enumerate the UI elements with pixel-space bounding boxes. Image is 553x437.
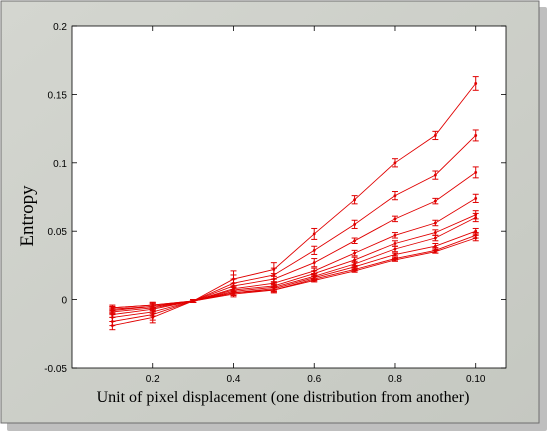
- data-point: [151, 303, 155, 307]
- x-axis-title: Unit of pixel displacement (one distribu…: [97, 389, 470, 406]
- data-point: [312, 279, 316, 282]
- data-point: [474, 229, 478, 233]
- plot-area: [71, 25, 507, 369]
- y-tick-label: -0.05: [44, 364, 67, 375]
- y-tick-label: 0.15: [48, 90, 68, 101]
- data-point: [191, 299, 195, 303]
- data-point: [433, 236, 437, 240]
- series-line: [112, 198, 476, 316]
- y-tick-label: 0.2: [53, 22, 67, 33]
- data-point: [312, 232, 316, 236]
- data-point: [474, 170, 478, 174]
- series-line: [112, 135, 477, 322]
- series-line: [112, 83, 477, 327]
- data-point: [353, 265, 357, 269]
- data-point: [353, 251, 357, 255]
- data-point: [433, 221, 437, 225]
- x-tick-label: 0.2: [146, 374, 160, 385]
- data-point: [474, 82, 478, 85]
- data-point: [232, 292, 235, 296]
- data-point: [474, 196, 478, 200]
- data-point: [353, 222, 357, 226]
- data-point: [353, 269, 357, 273]
- data-point: [393, 233, 397, 237]
- data-point: [433, 173, 437, 177]
- x-tick-label: 0.10: [466, 374, 486, 385]
- series-line: [112, 230, 476, 310]
- series-line: [112, 172, 476, 318]
- data-point: [474, 236, 478, 240]
- data-point: [353, 262, 357, 266]
- data-point: [433, 231, 437, 234]
- data-point: [353, 258, 357, 262]
- x-tick-label: 0.6: [307, 374, 321, 385]
- data-point: [272, 288, 276, 292]
- data-point: [393, 242, 397, 245]
- data-point: [393, 194, 397, 198]
- data-point: [110, 306, 114, 310]
- data-point: [393, 217, 397, 221]
- series-layer: [109, 76, 479, 331]
- y-tick-label: 0: [61, 296, 67, 307]
- data-point: [312, 261, 316, 265]
- series-line: [112, 214, 476, 313]
- data-point: [474, 216, 478, 219]
- y-tick-label: 0.05: [48, 227, 68, 238]
- series-line: [112, 237, 476, 309]
- x-tick-label: 0.4: [227, 374, 241, 385]
- data-point: [312, 248, 316, 252]
- y-axis: -0.05 0 0.05 0.1 0.15 0.2: [44, 22, 506, 375]
- data-point: [433, 199, 437, 203]
- y-axis-title: Entropy: [17, 185, 38, 247]
- data-point: [433, 250, 437, 254]
- y-tick-label: 0.1: [53, 159, 67, 170]
- data-point: [393, 161, 397, 165]
- x-tick-label: 0.8: [388, 374, 402, 385]
- data-point: [353, 198, 357, 202]
- x-axis: 0.2 0.4 0.6 0.8 0.10: [146, 26, 486, 385]
- data-point: [433, 134, 437, 137]
- data-point: [474, 134, 478, 137]
- data-point: [393, 258, 397, 262]
- data-point: [393, 247, 397, 251]
- data-point: [393, 253, 397, 256]
- data-point: [353, 239, 357, 243]
- data-point: [433, 244, 437, 248]
